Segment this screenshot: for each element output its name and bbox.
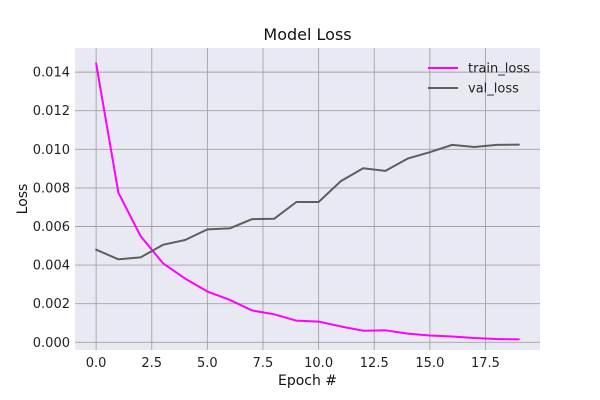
x-tick-label: 2.5 [141,356,162,371]
x-tick-label: 0.0 [86,356,107,371]
series-line-val-loss [95,143,520,261]
series-line-train-loss [95,62,520,341]
x-tick-label: 17.5 [471,356,500,371]
y-tick-label: 0.006 [33,220,70,235]
x-axis-label: Epoch # [278,373,337,389]
x-tick-label: 12.5 [360,356,389,371]
y-tick-label: 0.014 [33,66,70,81]
x-axis-ticks: 0.0 2.5 5.0 7.5 10.0 12.5 15.0 17.5 [86,356,500,371]
x-tick-label: 15.0 [415,356,444,371]
y-axis-label: Loss [15,184,31,215]
legend: train_loss val_loss [428,62,530,97]
y-tick-label: 0.012 [33,104,70,119]
y-tick-label: 0.000 [33,336,70,351]
x-tick-label: 10.0 [304,356,333,371]
legend-label-train-loss: train_loss [468,62,530,77]
plot-area [75,48,540,350]
x-tick-label: 7.5 [253,356,274,371]
y-tick-label: 0.008 [33,181,70,196]
grid-lines [75,48,540,350]
chart-title: Model Loss [263,25,351,44]
y-tick-label: 0.004 [33,259,70,274]
y-tick-label: 0.002 [33,297,70,312]
series-lines [95,62,520,341]
legend-label-val-loss: val_loss [468,82,519,97]
y-axis-ticks: 0.000 0.002 0.004 0.006 0.008 0.010 0.012 0.014 [33,66,70,351]
y-tick-label: 0.010 [33,143,70,158]
x-tick-label: 5.0 [197,356,218,371]
